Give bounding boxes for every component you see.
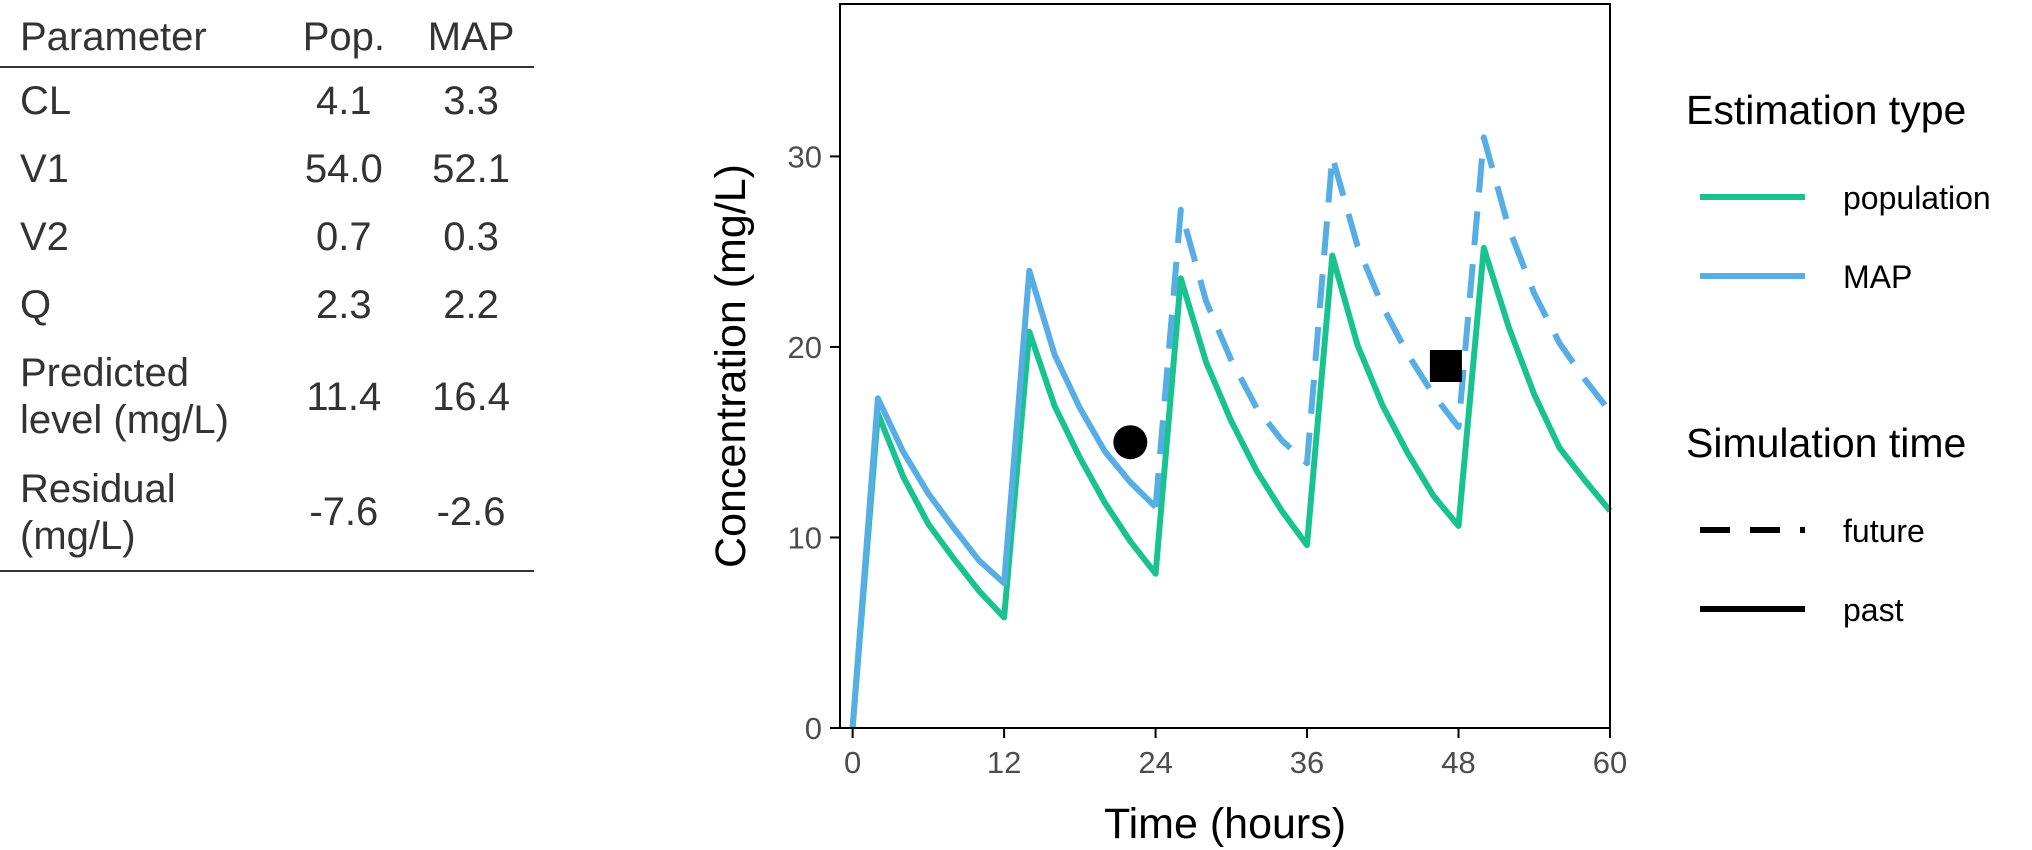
y-tick-label: 30 xyxy=(788,139,822,174)
row-pop-value: 54.0 xyxy=(304,146,383,191)
x-tick-label: 36 xyxy=(1290,745,1324,780)
plot-points xyxy=(1113,350,1462,460)
row-label: V2 xyxy=(20,214,69,259)
table-row: V1 54.0 52.1 xyxy=(0,135,534,203)
axes: 0 12 24 36 48 60 0 10 20 30 xyxy=(788,139,1628,780)
row-label: Q xyxy=(20,282,52,327)
row-pop-value: 0.7 xyxy=(316,214,372,259)
observation-point-square xyxy=(1429,350,1462,382)
legend-title-estimation: Estimation type xyxy=(1686,87,1966,133)
legend-title-simulation: Simulation time xyxy=(1686,420,1966,466)
row-map-value: -2.6 xyxy=(436,490,506,534)
x-tick-label: 12 xyxy=(987,745,1021,780)
header-pop: Pop. xyxy=(302,14,385,59)
row-pop-value: 4.1 xyxy=(316,79,372,123)
parameter-table: Parameter Pop. MAP CL 4.1 3.3 V1 54.0 52… xyxy=(0,8,534,572)
plot-lines xyxy=(849,134,1613,729)
y-tick-label: 0 xyxy=(805,711,822,746)
series-line-map-past xyxy=(849,267,1158,729)
y-tick-label: 20 xyxy=(788,330,822,365)
series-line-population-past xyxy=(849,244,1613,729)
x-tick-label: 60 xyxy=(1593,745,1627,780)
row-label-line: Residual xyxy=(20,466,176,511)
row-label-line: level (mg/L) xyxy=(20,398,229,442)
header-parameter: Parameter xyxy=(20,14,207,59)
row-label: Residual (mg/L) xyxy=(0,455,280,571)
row-map-value: 0.3 xyxy=(443,214,499,259)
legend: Estimation type population MAP Simulatio… xyxy=(1686,87,1991,628)
legend-label-population: population xyxy=(1843,180,1991,216)
header-map: MAP xyxy=(427,14,515,59)
row-pop-value: 2.3 xyxy=(316,282,372,327)
row-pop-value: -7.6 xyxy=(309,490,379,534)
table-row: V2 0.7 0.3 xyxy=(0,203,534,271)
x-axis-title: Time (hours) xyxy=(1104,800,1346,848)
row-map-value: 16.4 xyxy=(432,374,511,419)
x-tick-label: 0 xyxy=(844,745,861,780)
row-pop-value: 11.4 xyxy=(306,374,382,419)
row-map-value: 3.3 xyxy=(443,79,499,123)
y-axis-title: Concentration (mg/L) xyxy=(707,164,755,568)
row-label: V1 xyxy=(20,146,69,191)
legend-label-map: MAP xyxy=(1843,259,1912,295)
row-map-value: 52.1 xyxy=(432,146,511,191)
table-row: Q 2.3 2.2 xyxy=(0,271,534,339)
x-tick-label: 24 xyxy=(1138,745,1172,780)
row-label-line: Predicted xyxy=(20,351,189,395)
row-label-line: (mg/L) xyxy=(20,513,136,558)
x-tick-label: 48 xyxy=(1441,745,1475,780)
legend-label-past: past xyxy=(1843,592,1904,628)
plot-frame xyxy=(839,3,1611,729)
series-line-map-future xyxy=(1152,134,1613,508)
table-row: CL 4.1 3.3 xyxy=(0,67,534,135)
y-tick-label: 10 xyxy=(788,520,822,555)
legend-label-future: future xyxy=(1843,513,1925,549)
row-map-value: 2.2 xyxy=(443,282,499,327)
row-label: CL xyxy=(20,79,72,123)
observation-point-circle xyxy=(1113,425,1148,460)
table-header-row: Parameter Pop. MAP xyxy=(0,8,534,67)
table-row: Residual (mg/L) -7.6 -2.6 xyxy=(0,455,534,571)
row-label: Predicted level (mg/L) xyxy=(0,339,280,455)
table-row: Predicted level (mg/L) 11.4 16.4 xyxy=(0,339,534,455)
